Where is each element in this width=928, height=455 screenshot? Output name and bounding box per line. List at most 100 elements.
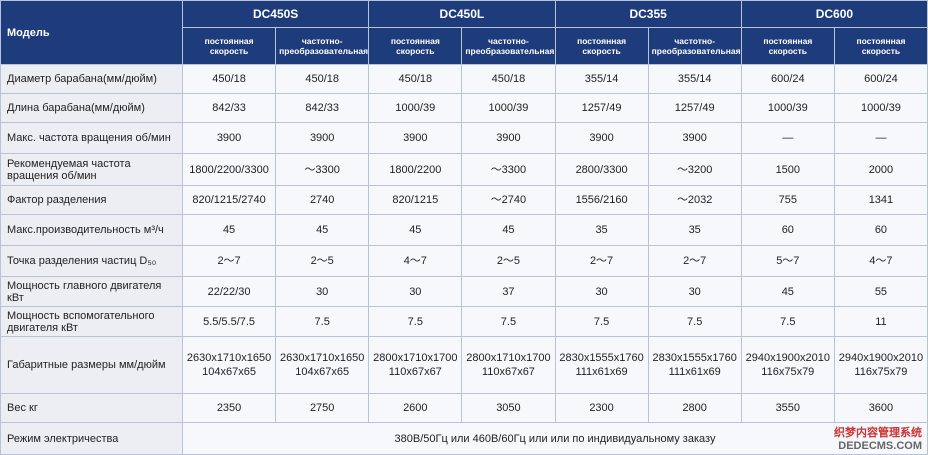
cell: —	[740, 122, 835, 154]
cell: 1000/39	[740, 93, 835, 123]
cell: 45	[275, 214, 370, 246]
cell: 4～7	[368, 245, 463, 277]
table-row: Мощность вспомогательного двигателя кВт 5…	[0, 306, 928, 337]
row-label: Габаритные размеры мм/дюйм	[0, 336, 183, 394]
cell: 2750	[275, 393, 370, 423]
cell: 450/18	[275, 64, 370, 94]
cell: 3600	[833, 393, 928, 423]
sub-header: постоянная скорость	[554, 27, 649, 65]
cell: 35	[647, 214, 742, 246]
model-header: DC600	[740, 0, 928, 28]
table-row: постоянная скорость частотно-преобразоват…	[1, 27, 928, 65]
watermark-text: DEDECMS.COM	[838, 440, 922, 452]
sub-header: частотно-преобразовательная	[275, 27, 370, 65]
cell: 1000/39	[461, 93, 556, 123]
cell: 3050	[461, 393, 556, 423]
cell: 3900	[647, 122, 742, 154]
cell: ～2740	[461, 185, 556, 215]
sub-header: постоянная скорость	[181, 27, 277, 65]
cell: 30	[647, 276, 742, 307]
model-header: DC450L	[368, 0, 556, 28]
row-label: Точка разделения частиц D₅₀	[0, 245, 183, 277]
cell: ～3200	[647, 153, 742, 186]
cell: 7.5	[368, 306, 463, 337]
cell: 2350	[181, 393, 277, 423]
table-row: Модель DC450S DC450L DC355 DC600	[0, 0, 928, 65]
cell: 355/14	[554, 64, 649, 94]
cell: 1000/39	[833, 93, 928, 123]
row-label: Режим электричества	[0, 422, 183, 455]
cell: ～3300	[461, 153, 556, 186]
cell: 11	[833, 306, 928, 337]
cell: 2830x1555x1760 111x61x69	[647, 336, 742, 394]
cell: 2～7	[647, 245, 742, 277]
cell: 7.5	[554, 306, 649, 337]
cell: 2800x1710x1700 110x67x67	[368, 336, 463, 394]
model-header: DC355	[554, 0, 742, 28]
cell: 820/1215	[368, 185, 463, 215]
cell: 600/24	[740, 64, 835, 94]
cell: 2300	[554, 393, 649, 423]
cell: 2800/3300	[554, 153, 649, 186]
cell: 37	[461, 276, 556, 307]
cell: 450/18	[461, 64, 556, 94]
table-row: Макс. частота вращения об/мин 3900 3900 390…	[0, 122, 928, 154]
cell: 755	[740, 185, 835, 215]
table-row: Точка разделения частиц D₅₀ 2～7 2～5 4～7 2～5 2…	[0, 245, 928, 277]
cell: 45	[368, 214, 463, 246]
watermark: 织梦内容管理系统 DEDECMS.COM	[834, 427, 922, 453]
model-header: DC450S	[181, 0, 370, 28]
sub-header: частотно-преобразовательная	[647, 27, 742, 65]
cell: 2800x1710x1700 110x67x67	[461, 336, 556, 394]
cell: 2～5	[275, 245, 370, 277]
cell: 2740	[275, 185, 370, 215]
row-label: Макс. частота вращения об/мин	[0, 122, 183, 154]
cell: 5.5/5.5/7.5	[181, 306, 277, 337]
cell: 3900	[461, 122, 556, 154]
cell: 3550	[740, 393, 835, 423]
cell: 450/18	[368, 64, 463, 94]
table-row: Рекомендуемая частота вращения об/мин 180…	[0, 153, 928, 186]
cell: 30	[554, 276, 649, 307]
cell: 3900	[368, 122, 463, 154]
cell: 45	[181, 214, 277, 246]
row-label: Диаметр барабана(мм/дюйм)	[0, 64, 183, 94]
cell: 30	[275, 276, 370, 307]
cell: 60	[740, 214, 835, 246]
table-row: Мощность главного двигателя кВт 22/22/30 3…	[0, 276, 928, 307]
row-label: Макс.производительность м³/ч	[0, 214, 183, 246]
cell: 1257/49	[554, 93, 649, 123]
cell: 600/24	[833, 64, 928, 94]
cell: 450/18	[181, 64, 277, 94]
cell: ～2032	[647, 185, 742, 215]
cell: 2630x1710x1650 104x67x65	[181, 336, 277, 394]
row-label: Фактор разделения	[0, 185, 183, 215]
cell: 55	[833, 276, 928, 307]
sub-header: частотно-преобразовательная	[461, 27, 556, 65]
cell: 380В/50Гц или 460В/60Гц или или по индив…	[182, 422, 928, 455]
cell: 3900	[554, 122, 649, 154]
row-label: Мощность главного двигателя кВт	[0, 276, 183, 307]
table-row: Габаритные размеры мм/дюйм 2630x1710x1650…	[0, 336, 928, 394]
cell: 842/33	[275, 93, 370, 123]
cell: 7.5	[275, 306, 370, 337]
cell: 1257/49	[647, 93, 742, 123]
cell: 7.5	[647, 306, 742, 337]
sub-header: постоянная скорость	[740, 27, 835, 65]
row-label: Мощность вспомогательного двигателя кВт	[0, 306, 183, 337]
row-label: Длина барабана(мм/дюйм)	[0, 93, 183, 123]
cell: 2940x1900x2010 116x75x79	[740, 336, 835, 394]
cell: 1341	[833, 185, 928, 215]
cell: 1556/2160	[554, 185, 649, 215]
cell: 3900	[181, 122, 277, 154]
row-label: Рекомендуемая частота вращения об/мин	[0, 153, 183, 186]
cell: 60	[833, 214, 928, 246]
cell: 2～7	[554, 245, 649, 277]
cell: 35	[554, 214, 649, 246]
cell: 2～5	[461, 245, 556, 277]
cell: 2600	[368, 393, 463, 423]
sub-header: постоянная скорость	[833, 27, 928, 65]
cell: 1800/2200/3300	[181, 153, 277, 186]
cell: 1000/39	[368, 93, 463, 123]
